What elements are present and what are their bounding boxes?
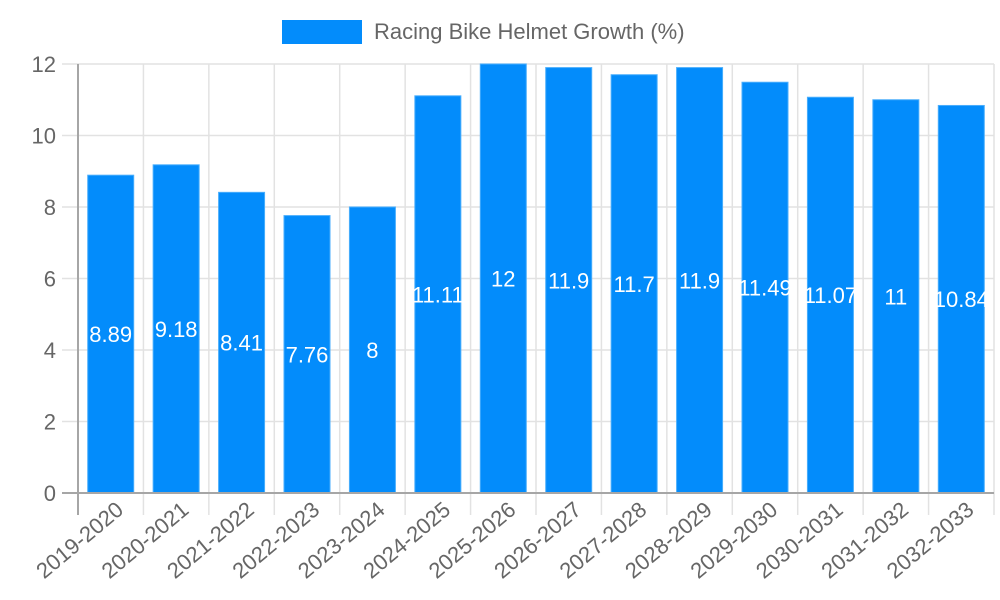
data-labels: 8.89 9.18 8.41 7.76 8 11.11 12 11.9 11.7 11.9 11.4…: [89, 267, 989, 368]
bar-value-label: 11.07: [804, 283, 857, 308]
bar-value-label: 12: [491, 267, 515, 292]
bar-value-label: 8.89: [89, 322, 132, 347]
legend-swatch: [282, 20, 362, 44]
y-tick-label: 6: [44, 267, 56, 292]
bar-value-label: 11.9: [548, 268, 589, 293]
bar-value-label: 8: [366, 338, 378, 363]
legend-label: Racing Bike Helmet Growth (%): [374, 19, 685, 44]
bar[interactable]: [806, 96, 854, 494]
y-tick-label: 4: [44, 338, 56, 363]
y-tick-label: 8: [44, 195, 56, 220]
bar-value-label: 11.9: [679, 268, 720, 293]
bar[interactable]: [479, 63, 527, 494]
bar-value-label: 11.49: [738, 276, 791, 301]
bar[interactable]: [741, 81, 789, 494]
bar-value-label: 8.41: [220, 331, 263, 356]
bar[interactable]: [283, 215, 331, 494]
chart-legend[interactable]: Racing Bike Helmet Growth (%): [282, 19, 685, 44]
bar[interactable]: [610, 74, 658, 494]
y-tick-label: 2: [44, 410, 56, 435]
bar-value-label: 7.76: [286, 342, 329, 367]
bar[interactable]: [152, 164, 200, 494]
bar[interactable]: [676, 67, 724, 494]
bar[interactable]: [872, 99, 920, 494]
y-tick-label: 10: [32, 124, 56, 149]
bar[interactable]: [414, 95, 462, 494]
bar[interactable]: [545, 67, 593, 494]
gridlines: [62, 63, 995, 515]
bar-value-label: 11: [884, 284, 907, 309]
y-tick-label: 12: [32, 52, 56, 77]
bar-value-label: 11.11: [412, 282, 464, 307]
bar-value-label: 9.18: [155, 317, 198, 342]
bar[interactable]: [348, 206, 396, 494]
bar-value-label: 10.84: [934, 287, 989, 312]
bars: [87, 63, 985, 494]
bar[interactable]: [937, 104, 985, 494]
bar-value-label: 11.7: [614, 272, 655, 297]
y-tick-label: 0: [44, 481, 56, 506]
